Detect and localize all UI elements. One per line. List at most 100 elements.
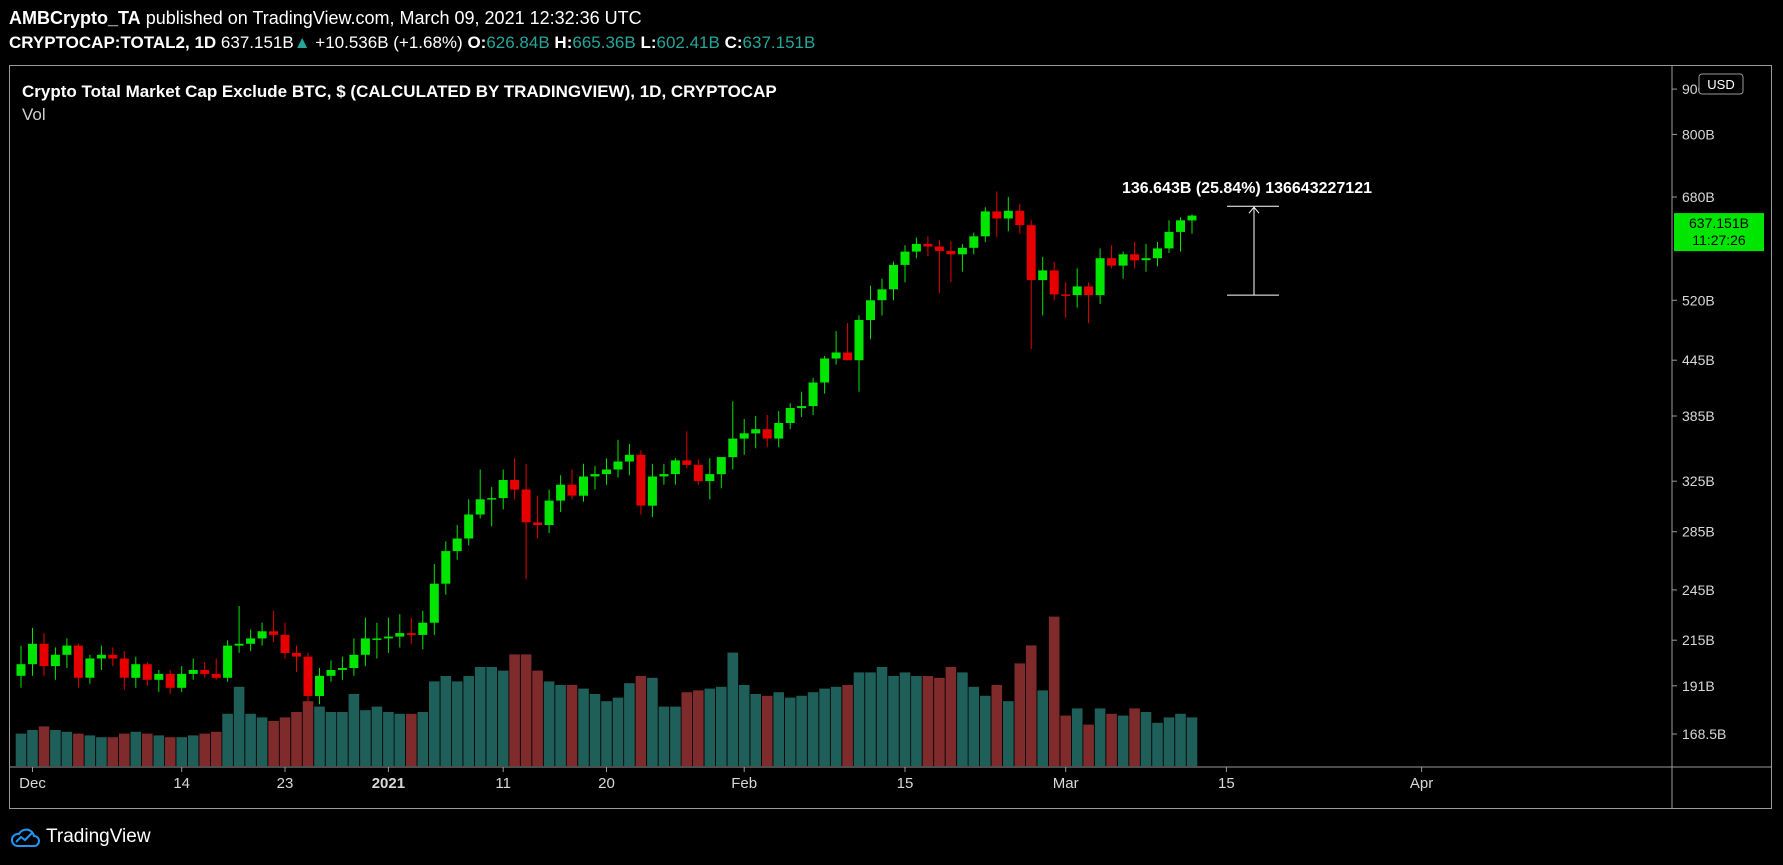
volume-bar [1014, 663, 1026, 766]
y-tick-label: 285B [1682, 524, 1715, 540]
volume-bar [486, 667, 497, 766]
volume-bars [15, 616, 1198, 766]
candle [1107, 245, 1117, 269]
volume-bar [84, 735, 96, 766]
price-range-measure[interactable] [1227, 205, 1279, 296]
candle-body [831, 352, 841, 359]
price-chart[interactable]: Crypto Total Market Cap Exclude BTC, $ (… [10, 66, 1771, 808]
candle [1141, 243, 1151, 272]
candle [716, 457, 726, 489]
measure-arrow-icon [1248, 206, 1260, 214]
chart-panel[interactable]: Crypto Total Market Cap Exclude BTC, $ (… [9, 65, 1772, 809]
candle [429, 564, 439, 635]
author-name[interactable]: AMBCrypto_TA [9, 8, 141, 28]
volume-bar [899, 672, 911, 766]
volume-bar [222, 713, 233, 766]
volume-bar [199, 733, 210, 766]
candle-body [406, 633, 416, 635]
candle-body [62, 645, 72, 655]
volume-bar [417, 712, 429, 766]
volume-bar [1186, 717, 1198, 766]
volume-bar [210, 731, 222, 766]
candle-body [1015, 210, 1025, 226]
x-tick-label: Apr [1410, 775, 1433, 792]
volume-bar [429, 681, 440, 766]
volume-bar [865, 672, 876, 766]
y-tick-label: 325B [1682, 473, 1715, 489]
candle-body [670, 460, 680, 475]
tradingview-cloud-icon [10, 828, 40, 847]
candle-body [682, 460, 692, 465]
candle [831, 331, 841, 365]
volume-bar [279, 717, 291, 766]
candle [269, 610, 279, 642]
candle-body [774, 423, 784, 439]
candle [223, 640, 233, 682]
candle-body [820, 358, 830, 383]
volume-bar [325, 712, 337, 766]
volume-bar [406, 713, 417, 766]
candle-body [475, 499, 485, 515]
time-axis[interactable]: Dec 14 23 2021 11 20 Feb 15 Mar 15 Apr [19, 767, 1433, 792]
candle-body [234, 643, 244, 646]
volume-bar [1152, 722, 1163, 766]
candle-body [177, 673, 187, 688]
candle [498, 469, 508, 510]
volume-bar [509, 654, 520, 766]
candle [487, 487, 497, 527]
footer-brand-name: TradingView [46, 826, 151, 847]
candle-body [510, 480, 520, 490]
candle [510, 458, 520, 500]
x-tick-label: Mar [1053, 775, 1079, 792]
candle [154, 670, 164, 692]
publish-header: AMBCrypto_TA published on TradingView.co… [9, 8, 642, 29]
candle [613, 439, 623, 478]
currency-badge-box[interactable] [1698, 73, 1744, 95]
volume-bar [1094, 708, 1106, 766]
candle-body [349, 654, 359, 668]
candle-body [946, 251, 956, 255]
volume-bar [1175, 713, 1186, 766]
candle-body [280, 634, 290, 653]
candle-body [131, 664, 141, 678]
candle-body [728, 438, 738, 458]
volume-bar [784, 697, 796, 766]
candle-body [911, 243, 921, 252]
high-value: 665.36B [572, 33, 636, 52]
low-label: L: [640, 33, 657, 52]
candle [797, 391, 807, 417]
candle [96, 645, 106, 670]
candle-body [693, 464, 703, 482]
candle-body [372, 638, 382, 640]
candle [50, 647, 60, 680]
last-price-tag [1674, 213, 1764, 252]
volume-bar [761, 695, 773, 766]
candle-body [1107, 258, 1117, 266]
candle [165, 670, 175, 694]
volume-bar [371, 706, 383, 766]
volume-bar [888, 676, 899, 766]
candle [957, 243, 967, 272]
candle-body [934, 246, 944, 251]
volume-bar [601, 701, 612, 766]
candle [1061, 282, 1071, 318]
candle-body [762, 429, 772, 439]
candle-body [188, 670, 198, 674]
candle [556, 475, 566, 512]
candle [1118, 251, 1128, 279]
volume-bar [291, 712, 302, 766]
candle-body [957, 247, 967, 255]
currency-badge[interactable]: USD [1707, 77, 1734, 92]
candle-body [326, 670, 336, 676]
candle-body [590, 474, 600, 477]
footer-brand[interactable]: TradingView [10, 826, 151, 848]
candle-body [716, 457, 726, 475]
candle-body [418, 622, 428, 635]
candle-body [1084, 286, 1094, 296]
price-axis[interactable]: 900B800B680B520B445B385B325B285B245B215B… [1672, 81, 1726, 742]
candle [292, 645, 301, 672]
candle-body [647, 476, 657, 506]
candle [866, 285, 875, 340]
candle-body [1049, 270, 1059, 295]
candle-body [211, 673, 221, 678]
